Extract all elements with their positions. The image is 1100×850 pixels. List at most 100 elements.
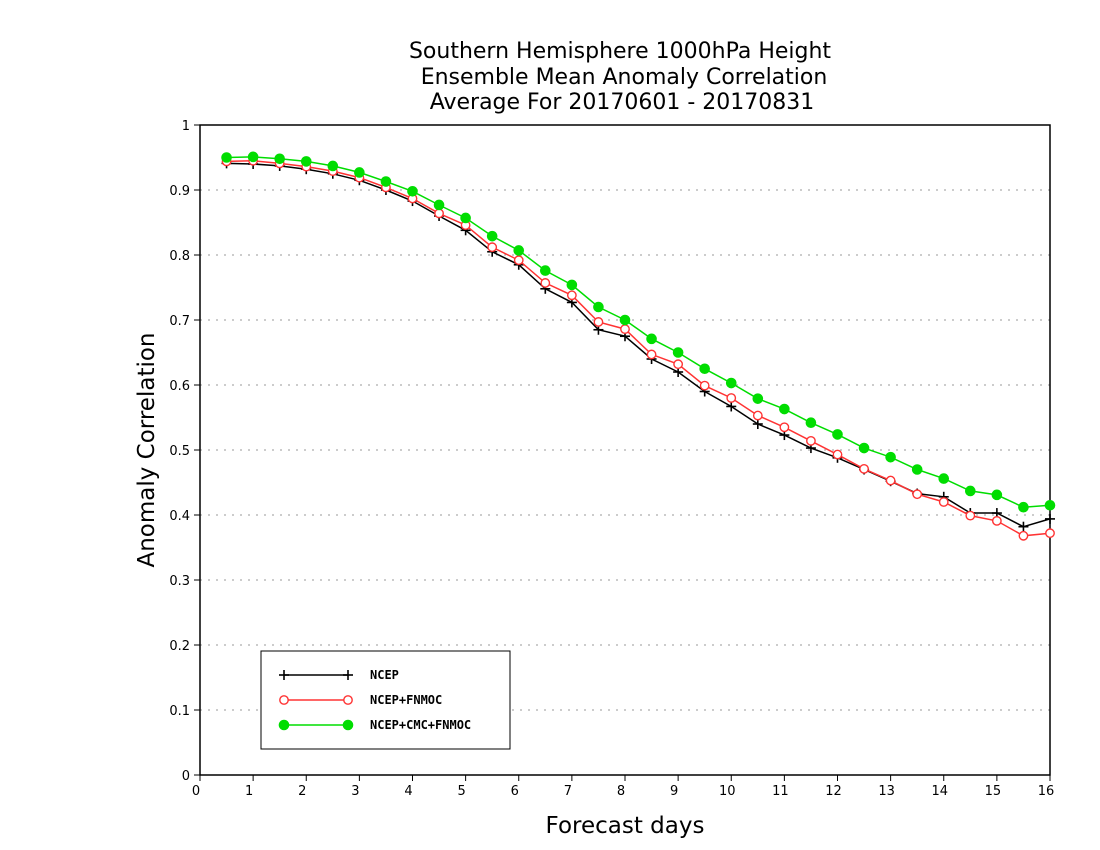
data-point-ncep-cmc-fnmoc xyxy=(433,199,445,211)
legend-marker-ncep xyxy=(279,670,289,680)
x-tick-label: 12 xyxy=(825,784,842,799)
x-tick-label: 4 xyxy=(404,784,412,799)
y-tick-label: 0.5 xyxy=(169,444,190,459)
data-point-ncep-fnmoc xyxy=(885,475,896,486)
data-point-ncep-cmc-fnmoc xyxy=(407,186,418,197)
x-tick-label: 7 xyxy=(564,784,572,799)
legend-marker-ncep-fnmoc xyxy=(343,695,353,705)
x-tick-label: 1 xyxy=(245,784,253,799)
data-point-ncep-fnmoc xyxy=(938,497,949,507)
data-point-ncep-cmc-fnmoc xyxy=(354,167,365,178)
data-point-ncep-cmc-fnmoc xyxy=(619,314,631,326)
x-tick-label: 0 xyxy=(192,784,200,799)
x-tick-label: 10 xyxy=(719,784,736,799)
data-point-ncep-fnmoc xyxy=(991,515,1002,526)
data-point-ncep-fnmoc xyxy=(912,489,923,500)
x-axis-label: Forecast days xyxy=(546,813,705,839)
x-tick-label: 5 xyxy=(457,784,465,799)
data-point-ncep-fnmoc xyxy=(673,359,684,370)
title-line-2: Ensemble Mean Anomaly Correlation xyxy=(421,65,828,90)
data-point-ncep-cmc-fnmoc xyxy=(699,363,710,375)
data-point-ncep-cmc-fnmoc xyxy=(274,153,285,165)
data-point-ncep xyxy=(1045,513,1055,524)
data-point-ncep-cmc-fnmoc xyxy=(1044,499,1056,511)
data-point-ncep-cmc-fnmoc xyxy=(327,160,339,172)
data-point-ncep-fnmoc xyxy=(699,380,710,391)
y-tick-label: 0.4 xyxy=(169,509,190,524)
data-point-ncep-fnmoc xyxy=(620,324,630,334)
grid-lines xyxy=(200,189,1050,711)
y-tick-label: 0.7 xyxy=(169,314,190,329)
data-point-ncep-fnmoc xyxy=(540,278,551,288)
data-point-ncep-cmc-fnmoc xyxy=(247,151,259,163)
y-tick-label: 1 xyxy=(182,119,190,134)
chart-title: Southern Hemisphere 1000hPa Height Ensem… xyxy=(409,39,831,115)
x-tick-label: 13 xyxy=(878,784,895,799)
x-axis-ticks: 0 1 2 3 4 5 6 7 8 9 10 11 12 13 14 15 16 xyxy=(192,775,1054,799)
x-tick-label: 2 xyxy=(298,784,306,799)
data-point-ncep-fnmoc xyxy=(593,317,604,327)
data-point-ncep-fnmoc xyxy=(434,208,444,219)
y-tick-label: 0.2 xyxy=(169,639,190,654)
data-point-ncep-cmc-fnmoc xyxy=(513,245,525,256)
data-point-ncep-cmc-fnmoc xyxy=(593,301,604,313)
y-tick-label: 0.1 xyxy=(169,704,190,719)
y-axis-label: Anomaly Correlation xyxy=(134,332,160,567)
data-point-ncep-fnmoc xyxy=(513,255,524,266)
y-tick-label: 0.9 xyxy=(169,184,190,199)
series-lines xyxy=(221,151,1056,541)
data-point-ncep-cmc-fnmoc xyxy=(1018,501,1029,513)
data-point-ncep-fnmoc xyxy=(646,349,657,360)
series-line-ncep-cmc-fnmoc xyxy=(226,156,1051,508)
data-point-ncep-cmc-fnmoc xyxy=(938,473,950,484)
data-point-ncep-cmc-fnmoc xyxy=(858,442,870,454)
data-point-ncep-fnmoc xyxy=(965,510,976,521)
data-point-ncep-cmc-fnmoc xyxy=(805,417,817,429)
legend-marker-ncep-cmc-fnmoc xyxy=(278,719,290,731)
y-tick-label: 0 xyxy=(182,769,190,784)
y-axis-ticks: 0 0.1 0.2 0.3 0.4 0.5 0.6 0.7 0.8 0.9 1 xyxy=(169,119,200,784)
legend-label-ncep-cmc-fnmoc: NCEP+CMC+FNMOC xyxy=(370,718,471,732)
data-point-ncep-cmc-fnmoc xyxy=(300,156,312,167)
data-point-ncep-cmc-fnmoc xyxy=(885,451,896,463)
y-tick-label: 0.6 xyxy=(169,379,190,394)
x-tick-label: 16 xyxy=(1038,784,1055,799)
data-point-ncep-cmc-fnmoc xyxy=(380,176,392,187)
data-point-ncep-fnmoc xyxy=(487,242,498,253)
y-tick-label: 0.3 xyxy=(169,574,190,589)
legend-marker-ncep-fnmoc xyxy=(279,695,289,705)
data-point-ncep-cmc-fnmoc xyxy=(646,333,657,345)
data-point-ncep-cmc-fnmoc xyxy=(221,152,232,163)
data-point-ncep xyxy=(752,419,763,429)
data-point-ncep-cmc-fnmoc xyxy=(540,265,551,276)
data-point-ncep-cmc-fnmoc xyxy=(965,485,976,497)
data-point-ncep xyxy=(726,401,737,412)
x-tick-label: 9 xyxy=(670,784,678,799)
data-point-ncep-cmc-fnmoc xyxy=(566,279,578,291)
data-point-ncep-fnmoc xyxy=(779,422,790,433)
x-tick-label: 11 xyxy=(772,784,789,799)
data-point-ncep-fnmoc xyxy=(806,435,816,446)
legend: NCEP NCEP+FNMOC NCEP+CMC+FNMOC xyxy=(260,650,511,750)
data-point-ncep-fnmoc xyxy=(832,449,843,460)
data-point-ncep-fnmoc xyxy=(726,393,737,403)
legend-label-ncep: NCEP xyxy=(370,668,399,682)
data-point-ncep-fnmoc xyxy=(1045,528,1055,539)
y-tick-label: 0.8 xyxy=(169,249,190,264)
title-line-3: Average For 20170601 - 20170831 xyxy=(430,90,815,115)
data-point-ncep-fnmoc xyxy=(566,290,577,301)
data-point-ncep-fnmoc xyxy=(752,410,763,421)
data-point-ncep-cmc-fnmoc xyxy=(779,403,790,415)
data-point-ncep-cmc-fnmoc xyxy=(672,347,684,358)
x-tick-label: 15 xyxy=(985,784,1002,799)
data-point-ncep-cmc-fnmoc xyxy=(725,377,737,389)
x-tick-label: 8 xyxy=(617,784,625,799)
data-point-ncep-cmc-fnmoc xyxy=(752,393,764,404)
x-tick-label: 14 xyxy=(931,784,948,799)
legend-marker-ncep xyxy=(343,670,353,680)
legend-marker-ncep-cmc-fnmoc xyxy=(342,719,354,731)
data-point-ncep-cmc-fnmoc xyxy=(486,230,498,242)
data-point-ncep-cmc-fnmoc xyxy=(991,489,1003,501)
data-point-ncep-fnmoc xyxy=(1018,530,1029,541)
